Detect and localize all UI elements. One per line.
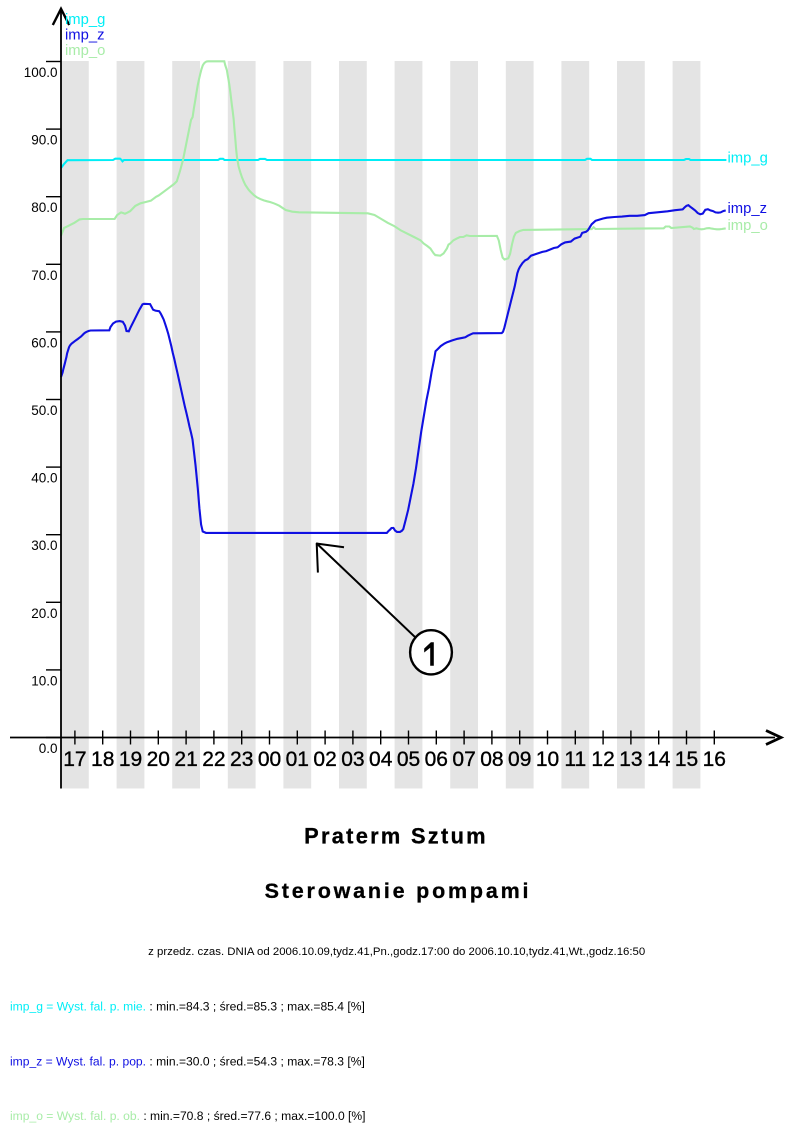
svg-text:Sterowanie pompami: Sterowanie pompami: [265, 879, 532, 903]
svg-text:imp_g = Wyst. fal. p. mie. : m: imp_g = Wyst. fal. p. mie. : min.=84.3 ;…: [10, 1000, 365, 1014]
svg-text:imp_o: imp_o: [65, 43, 105, 59]
svg-text:03: 03: [341, 748, 364, 771]
svg-text:14: 14: [647, 748, 671, 771]
svg-text:11: 11: [564, 748, 586, 771]
svg-text:04: 04: [369, 748, 393, 771]
svg-text:17: 17: [63, 748, 86, 771]
svg-text:19: 19: [119, 748, 142, 771]
svg-text:01: 01: [286, 748, 309, 771]
svg-text:80.0: 80.0: [31, 200, 57, 215]
svg-text:09: 09: [508, 748, 531, 771]
svg-text:13: 13: [619, 748, 642, 771]
svg-text:10.0: 10.0: [31, 673, 57, 688]
svg-text:15: 15: [675, 748, 698, 771]
svg-text:10: 10: [536, 748, 559, 771]
svg-text:imp_o = Wyst. fal. p. ob. : mi: imp_o = Wyst. fal. p. ob. : min.=70.8 ; …: [10, 1109, 366, 1123]
svg-text:imp_g: imp_g: [65, 12, 105, 28]
svg-text:imp_o: imp_o: [728, 218, 768, 234]
svg-text:05: 05: [397, 748, 420, 771]
svg-text:70.0: 70.0: [31, 268, 57, 283]
svg-text:imp_z = Wyst. fal. p. pop. : m: imp_z = Wyst. fal. p. pop. : min.=30.0 ;…: [10, 1055, 365, 1069]
svg-text:imp_z: imp_z: [65, 28, 104, 44]
svg-text:90.0: 90.0: [31, 133, 57, 148]
svg-text:22: 22: [202, 748, 225, 771]
svg-text:20: 20: [147, 748, 170, 771]
svg-text:100.0: 100.0: [24, 65, 58, 80]
svg-text:07: 07: [452, 748, 475, 771]
svg-text:40.0: 40.0: [31, 471, 57, 486]
svg-text:imp_g: imp_g: [728, 151, 768, 167]
svg-text:23: 23: [230, 748, 253, 771]
svg-text:Praterm Sztum: Praterm Sztum: [304, 824, 488, 849]
svg-text:08: 08: [480, 748, 503, 771]
svg-text:z przedz. czas. DNIA od 2006.1: z przedz. czas. DNIA od 2006.10.09,tydz.…: [148, 946, 645, 958]
svg-text:0.0: 0.0: [39, 741, 58, 756]
svg-text:00: 00: [258, 748, 281, 771]
svg-text:06: 06: [425, 748, 448, 771]
svg-text:02: 02: [313, 748, 336, 771]
svg-text:30.0: 30.0: [31, 538, 57, 553]
svg-text:50.0: 50.0: [31, 403, 57, 418]
svg-text:16: 16: [703, 748, 726, 771]
svg-text:12: 12: [591, 748, 614, 771]
svg-text:18: 18: [91, 748, 114, 771]
svg-text:21: 21: [174, 748, 197, 771]
svg-text:20.0: 20.0: [31, 606, 57, 621]
svg-text:60.0: 60.0: [31, 335, 57, 350]
svg-text:imp_z: imp_z: [728, 201, 767, 217]
